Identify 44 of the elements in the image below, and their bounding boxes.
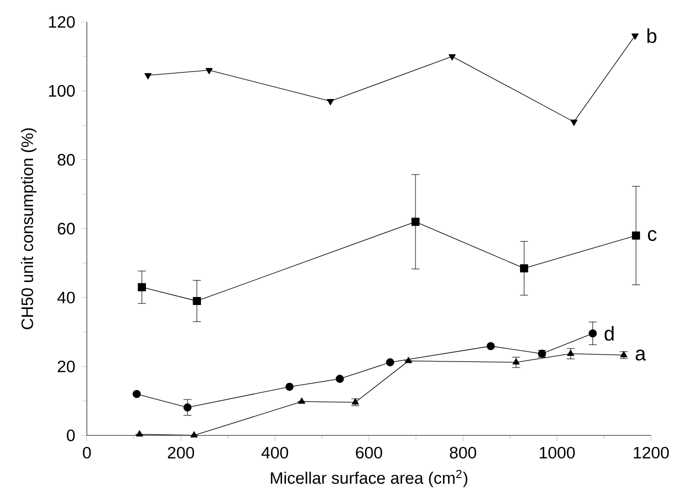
- x-tick-label: 600: [356, 446, 382, 458]
- point: [404, 356, 412, 364]
- x-tick-label: 1200: [634, 446, 669, 458]
- series-label: a: [636, 350, 646, 360]
- x-tick-label: 800: [450, 446, 476, 458]
- point: [285, 382, 294, 391]
- point: [486, 342, 495, 350]
- point: [183, 403, 192, 412]
- point: [192, 296, 201, 305]
- y-axis-title: CH50 unit consumption (%): [20, 128, 36, 330]
- point: [512, 358, 520, 364]
- x-tick-label: 200: [168, 446, 194, 458]
- series-label: c: [648, 230, 657, 241]
- point: [136, 430, 144, 436]
- y-tick-label: 40: [57, 292, 75, 304]
- point: [190, 431, 198, 438]
- x-tick-label: 400: [261, 446, 288, 458]
- point: [632, 33, 639, 40]
- x-axis-title: Micellar surface area (cm$^{2}$): [270, 470, 468, 488]
- point: [206, 68, 213, 74]
- x-tick-label: 0: [82, 446, 91, 458]
- point: [632, 231, 640, 240]
- point: [588, 329, 597, 338]
- point: [326, 98, 334, 106]
- point: [138, 283, 146, 292]
- point: [570, 120, 578, 126]
- y-tick-label: 20: [58, 360, 75, 372]
- point: [520, 264, 528, 272]
- y-tick-label: 100: [49, 84, 75, 97]
- point: [567, 350, 574, 356]
- y-tick-label: 80: [58, 154, 75, 166]
- point: [336, 374, 344, 383]
- point: [298, 397, 306, 404]
- point: [411, 218, 420, 226]
- point: [132, 390, 141, 398]
- y-tick-label: 0: [66, 429, 75, 442]
- point: [144, 73, 152, 80]
- point: [448, 54, 456, 60]
- x-tick-label: 1000: [540, 446, 575, 458]
- y-tick-label: 60: [58, 222, 75, 234]
- y-tick-label: 120: [49, 16, 75, 28]
- point: [386, 358, 394, 366]
- series-label: b: [647, 28, 656, 43]
- series-label: d: [604, 326, 614, 341]
